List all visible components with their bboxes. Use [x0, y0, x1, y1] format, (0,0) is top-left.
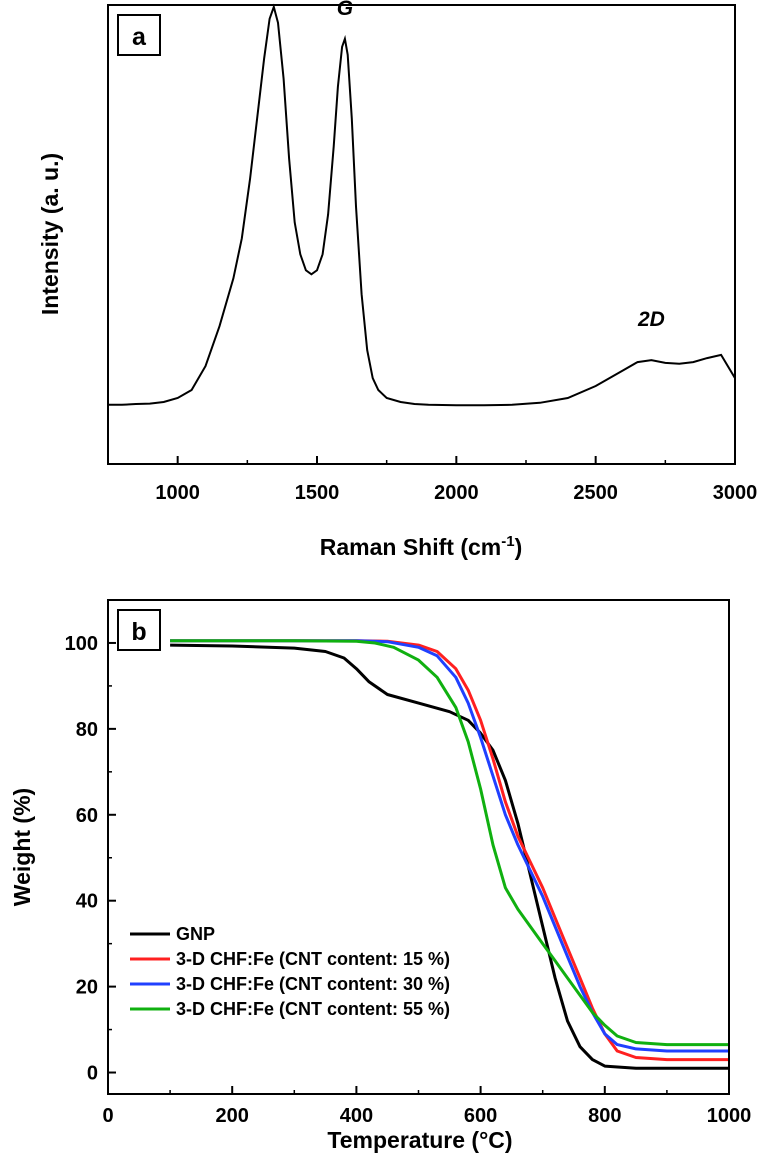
raman-spectrum-line — [108, 3, 736, 407]
tga-y-tick-label: 60 — [76, 805, 98, 827]
raman-x-tick-label: 2000 — [434, 482, 479, 504]
raman-x-tick-label: 2500 — [573, 482, 618, 504]
panel-b-letter-box — [117, 609, 161, 651]
tga-y-tick-label: 80 — [76, 719, 98, 741]
raman-y-axis-title: Intensity (a. u.) — [37, 153, 63, 315]
legend-label: GNP — [176, 924, 215, 944]
tga-x-tick-label: 800 — [588, 1105, 621, 1127]
tga-x-tick-label: 600 — [464, 1105, 497, 1127]
panel-b-letter: b — [131, 618, 146, 646]
tga-y-tick-label: 0 — [87, 1063, 98, 1085]
raman-x-ticks: 1000 1500 2000 2500 3000 — [107, 456, 758, 504]
raman-x-tick-label: 1500 — [295, 482, 340, 504]
tga-series-line-2 — [170, 639, 729, 1053]
tga-plot-frame — [107, 599, 730, 1095]
tga-y-tick-label: 40 — [76, 891, 98, 913]
tga-series-line-1 — [170, 639, 729, 1062]
tga-panel: 0 200 400 600 800 1000 0 20 40 60 80 100 b GNP 3-D … — [9, 599, 751, 1153]
tga-y-tick-label: 20 — [76, 977, 98, 999]
panel-a-letter-box — [117, 14, 161, 56]
legend-label: 3-D CHF:Fe (CNT content: 55 %) — [176, 999, 450, 1019]
legend-label: 3-D CHF:Fe (CNT content: 15 %) — [176, 949, 450, 969]
tga-x-tick-label: 400 — [340, 1105, 373, 1127]
tga-x-axis-title: Temperature (°C) — [327, 1127, 512, 1153]
raman-x-axis-title: Raman Shift (cm-1) — [320, 533, 523, 560]
raman-peak-label: 2D — [637, 308, 665, 331]
panel-a-letter: a — [132, 23, 147, 51]
raman-peak-label: G — [337, 0, 353, 20]
tga-y-tick-label: 100 — [65, 633, 98, 655]
tga-series-line-3 — [170, 639, 729, 1047]
tga-y-axis-title: Weight (%) — [9, 788, 35, 906]
tga-legend: GNP 3-D CHF:Fe (CNT content: 15 %) 3-D CHF… — [130, 924, 450, 1019]
tga-x-tick-label: 200 — [216, 1105, 249, 1127]
tga-series-lines — [170, 639, 729, 1070]
tga-x-tick-label: 1000 — [707, 1105, 752, 1127]
legend-label: 3-D CHF:Fe (CNT content: 30 %) — [176, 974, 450, 994]
tga-y-ticks: 0 20 40 60 80 100 — [65, 633, 116, 1085]
tga-x-ticks: 0 200 400 600 800 1000 — [102, 1086, 751, 1127]
tga-x-tick-label: 0 — [102, 1105, 113, 1127]
raman-peak-labels: DG2D — [337, 0, 665, 331]
raman-series-lines — [108, 3, 736, 407]
tga-series-line-0 — [170, 643, 729, 1070]
raman-x-tick-label: 3000 — [713, 482, 758, 504]
raman-plot-frame — [107, 4, 736, 465]
raman-x-tick-label: 1000 — [155, 482, 200, 504]
